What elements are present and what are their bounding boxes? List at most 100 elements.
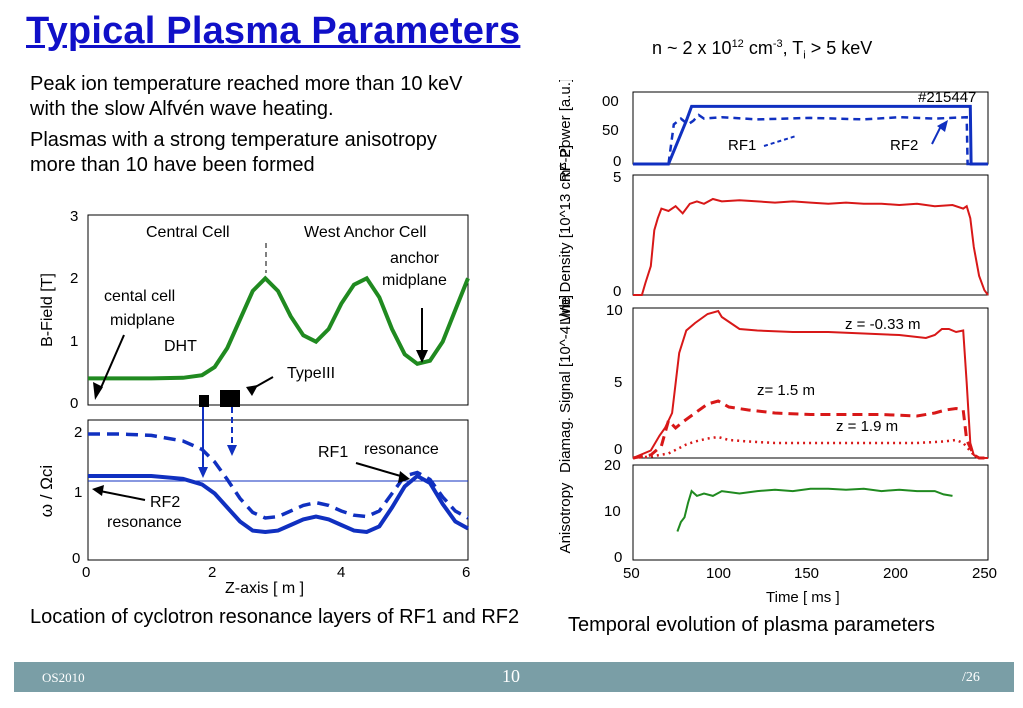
cond-n-exp: 12 bbox=[731, 38, 744, 50]
rfpower-ytick: 00 bbox=[602, 93, 619, 110]
rf1-resonance-label: resonance bbox=[364, 441, 439, 458]
anchor-arrowhead bbox=[416, 350, 428, 363]
page-total: /26 bbox=[962, 670, 980, 685]
rfpower-rf2-arrowhead bbox=[937, 120, 948, 132]
time-xticks: 50 100 150 200 250 bbox=[623, 565, 997, 582]
rfpower-rf1-line bbox=[633, 113, 988, 166]
res-ylabel: ω / Ωci bbox=[37, 465, 56, 517]
diamag-z2-label: z= 1.5 m bbox=[757, 382, 815, 399]
aniso-series-line bbox=[676, 487, 953, 532]
res-ytick: 1 bbox=[74, 484, 82, 501]
slide-title: Typical Plasma Parameters bbox=[26, 10, 521, 52]
aniso-ytick: 10 bbox=[604, 503, 621, 520]
density-frame bbox=[632, 174, 989, 296]
rf2-series-line bbox=[88, 473, 469, 535]
cond-n: n ~ 2 x 10 bbox=[652, 38, 732, 58]
paragraph-line: Plasmas with a strong temperature anisot… bbox=[30, 129, 437, 151]
shot-number: #215447 bbox=[918, 89, 976, 106]
aniso-ytick: 0 bbox=[614, 549, 622, 566]
paragraph-line: with the slow Alfvén wave heating. bbox=[30, 98, 334, 120]
rfpower-frame bbox=[632, 91, 989, 165]
cond-t-suffix: > 5 keV bbox=[805, 38, 873, 58]
res-ytick: 0 bbox=[72, 550, 80, 567]
bfield-yticks: 3 2 1 0 bbox=[70, 208, 78, 412]
cond-n-unit: cm bbox=[743, 38, 773, 58]
rf1-label: RF1 bbox=[318, 444, 348, 461]
rfpower-ylabel: RF Power [a.u.] bbox=[557, 80, 574, 182]
diamag-ylabel: Diamag. Signal [10^-4 Wb] bbox=[557, 295, 574, 473]
diamag-ytick: 0 bbox=[614, 441, 622, 458]
rf1-res-arrow bbox=[355, 462, 405, 478]
res-xtick: 2 bbox=[208, 564, 216, 581]
diamag-z3-label: z = 1.9 m bbox=[836, 418, 898, 435]
aniso-ytick: 20 bbox=[604, 457, 621, 474]
anchor-midplane-label: midplane bbox=[382, 272, 447, 289]
cental-midplane-label: midplane bbox=[110, 312, 175, 329]
bfield-frame bbox=[87, 214, 469, 406]
type3-down-arrowhead bbox=[227, 445, 237, 456]
res-ytick: 2 bbox=[74, 424, 82, 441]
bfield-series-line bbox=[88, 275, 470, 381]
density-ytick: 0 bbox=[613, 283, 621, 300]
paragraph-line: more than 10 have been formed bbox=[30, 154, 315, 176]
rfpower-rf1-arrow bbox=[763, 135, 797, 147]
diamag-z2-line bbox=[632, 399, 988, 460]
type3-label: TypeIII bbox=[287, 365, 335, 382]
rf2-resonance-label: resonance bbox=[107, 514, 182, 531]
res-xtick: 6 bbox=[462, 564, 470, 581]
time-xtick: 250 bbox=[972, 565, 997, 582]
cond-t-sub: i bbox=[803, 49, 806, 62]
cental-arrowhead bbox=[93, 382, 103, 400]
rfpower-rf1-label: RF1 bbox=[728, 137, 756, 154]
right-caption: Temporal evolution of plasma parameters bbox=[568, 614, 935, 636]
bfield-ytick: 1 bbox=[70, 333, 78, 350]
density-series-line bbox=[633, 197, 989, 296]
west-anchor-label: West Anchor Cell bbox=[304, 224, 426, 241]
type3-antenna bbox=[220, 390, 240, 407]
bfield-ytick: 3 bbox=[70, 208, 78, 225]
footer-bar: OS2010 10 /26 bbox=[14, 662, 1014, 692]
central-cell-label: Central Cell bbox=[146, 224, 230, 241]
bfield-ylabel: B-Field [T] bbox=[39, 273, 56, 347]
cental-arrow bbox=[99, 334, 125, 391]
res-xlabel: Z-axis [ m ] bbox=[225, 580, 304, 597]
density-ylabel: Line Density [10^13 cm^-2] bbox=[557, 145, 574, 325]
resonance-yticks: 2 1 0 bbox=[72, 424, 82, 567]
res-xtick: 4 bbox=[337, 564, 345, 581]
density-ytick: 5 bbox=[613, 169, 621, 186]
aniso-ylabel: Anisotropy bbox=[557, 482, 574, 553]
left-caption: Location of cyclotron resonance layers o… bbox=[30, 606, 520, 628]
paragraph-line: Peak ion temperature reached more than 1… bbox=[30, 73, 463, 95]
time-xtick: 150 bbox=[794, 565, 819, 582]
rfpower-ytick: 50 bbox=[602, 122, 619, 139]
rf1-res-arrowhead bbox=[398, 471, 410, 483]
dht-down-arrowhead bbox=[198, 467, 208, 478]
cond-n-unit-exp: -3 bbox=[772, 38, 783, 50]
res-xtick: 0 bbox=[82, 564, 90, 581]
bfield-ytick: 2 bbox=[70, 270, 78, 287]
diamag-z1-label: z = -0.33 m bbox=[845, 316, 920, 333]
dht-antenna bbox=[199, 395, 209, 407]
diamag-z3-line bbox=[632, 435, 988, 460]
bfield-ytick: 0 bbox=[70, 395, 78, 412]
rfpower-rf2-line bbox=[633, 104, 988, 166]
left-figure: 3 2 1 0 B-Field [T] Central Cell West An… bbox=[37, 208, 470, 597]
anchor-label: anchor bbox=[390, 250, 440, 267]
dht-label: DHT bbox=[164, 338, 197, 355]
resonance-xticks: 0 2 4 6 bbox=[82, 564, 470, 581]
rf2-res-arrow bbox=[99, 490, 146, 501]
plasma-conditions: n ~ 2 x 1012 cm-3, Ti > 5 keV bbox=[652, 38, 872, 62]
anisotropy-frame bbox=[632, 464, 989, 561]
footer-event: OS2010 bbox=[42, 670, 85, 685]
rfpower-ytick: 0 bbox=[613, 153, 621, 170]
cond-t: , T bbox=[782, 38, 804, 58]
resonance-frame bbox=[87, 419, 469, 561]
paragraph-temperature: Peak ion temperature reached more than 1… bbox=[30, 72, 462, 122]
type3-arrowhead bbox=[246, 385, 258, 396]
diamag-frame bbox=[632, 307, 989, 459]
rf2-label: RF2 bbox=[150, 494, 180, 511]
rf1-series-line bbox=[88, 432, 469, 520]
rfpower-rf2-label: RF2 bbox=[890, 137, 918, 154]
cental-cell-label: cental cell bbox=[104, 288, 175, 305]
time-xtick: 50 bbox=[623, 565, 640, 582]
